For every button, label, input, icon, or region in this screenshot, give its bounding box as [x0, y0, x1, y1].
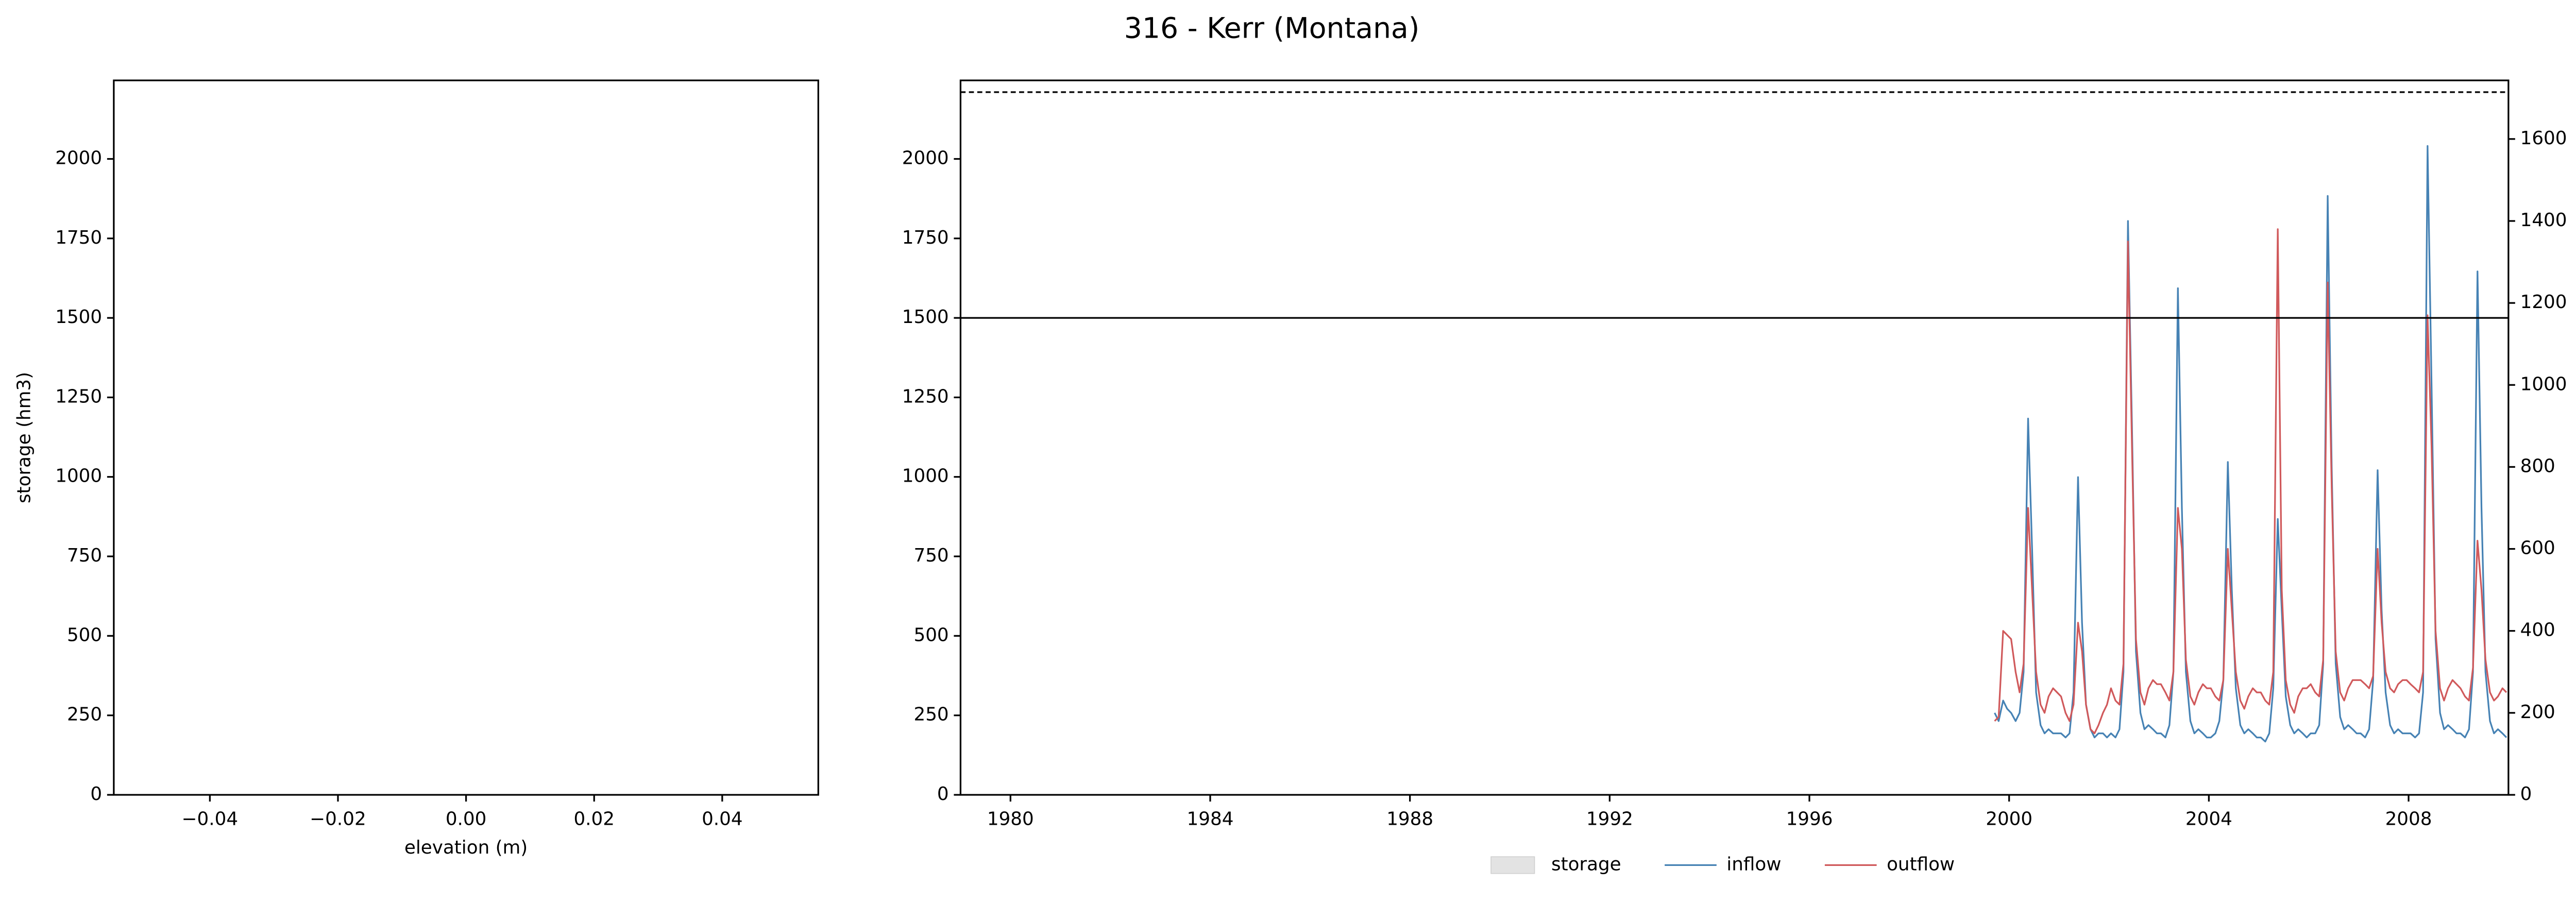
y-tick-label: 0: [90, 784, 102, 805]
outflow-line: [1994, 228, 2507, 735]
x-tick-label: 0.04: [702, 809, 743, 830]
axes-frame: [959, 79, 2510, 796]
x-tick-label: −0.04: [182, 809, 238, 830]
y-tick-label: 1250: [902, 386, 949, 407]
y2-tick-label: 600: [2520, 538, 2555, 559]
y2-tick-label: 200: [2520, 702, 2555, 723]
y-tick-label: 1750: [902, 227, 949, 248]
x-tick-label: 2008: [2385, 809, 2432, 830]
y-tick-label: 500: [67, 624, 102, 645]
x-axis-label: elevation (m): [404, 837, 528, 858]
x-tick-label: 1992: [1586, 809, 1633, 830]
y-tick-label: 500: [913, 624, 948, 645]
y2-tick-label: 1600: [2520, 128, 2567, 149]
x-tick-label: 1996: [1786, 809, 1833, 830]
x-tick-label: 0.00: [446, 809, 487, 830]
y2-tick-label: 1200: [2520, 292, 2567, 313]
y-tick-label: 1250: [55, 386, 102, 407]
y-tick-label: 250: [913, 704, 948, 725]
y-tick-label: 250: [67, 704, 102, 725]
figure-title: 316 - Kerr (Montana): [1124, 12, 1420, 45]
x-tick-label: 0.02: [573, 809, 615, 830]
y2-tick-label: 0: [2520, 784, 2532, 805]
x-tick-label: 2004: [2185, 809, 2232, 830]
y-tick-label: 750: [913, 545, 948, 566]
y-tick-label: 2000: [55, 148, 102, 169]
y2-tick-label: 1400: [2520, 210, 2567, 231]
x-tick-label: 2000: [1986, 809, 2032, 830]
y-tick-label: 1500: [902, 307, 949, 328]
y2-tick-label: 1000: [2520, 373, 2567, 395]
x-tick-label: 1988: [1386, 809, 1433, 830]
y-tick-label: 750: [67, 545, 102, 566]
y-tick-label: 1500: [55, 307, 102, 328]
y-tick-label: 1000: [902, 466, 949, 487]
legend-label: inflow: [1726, 854, 1781, 875]
legend-label: storage: [1551, 854, 1621, 875]
x-tick-label: −0.02: [310, 809, 366, 830]
inflow-line: [1994, 145, 2507, 743]
y-tick-label: 2000: [902, 148, 949, 169]
axes-frame: [113, 79, 819, 796]
y-tick-label: 1750: [55, 227, 102, 248]
legend-label: outflow: [1887, 854, 1955, 875]
x-tick-label: 1984: [1187, 809, 1234, 830]
legend-swatch: [1490, 856, 1535, 874]
y2-tick-label: 800: [2520, 455, 2555, 476]
y-axis-label: storage (hm3): [14, 372, 35, 503]
x-tick-label: 1980: [987, 809, 1034, 830]
y-tick-label: 1000: [55, 466, 102, 487]
y-tick-label: 0: [937, 784, 949, 805]
y2-tick-label: 400: [2520, 620, 2555, 641]
